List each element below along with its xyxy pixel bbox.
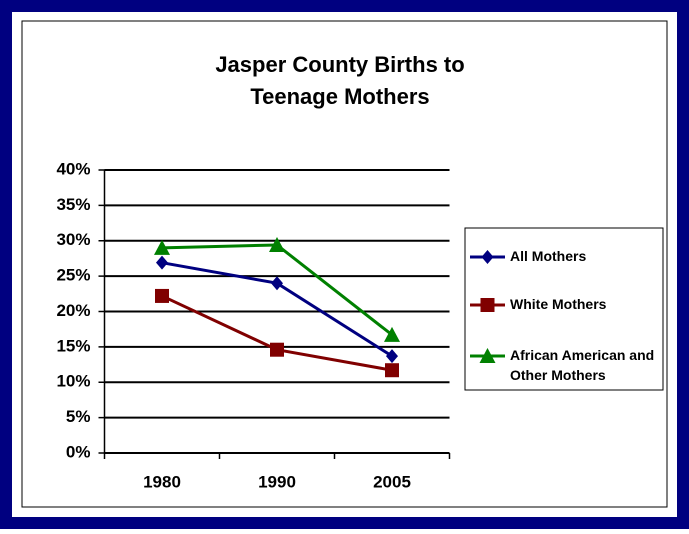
chart-title: Jasper County Births to Teenage Mothers <box>215 52 464 109</box>
y-tick-label: 20% <box>56 301 90 320</box>
marker <box>386 349 398 364</box>
marker <box>270 342 284 357</box>
legend-box <box>464 227 664 391</box>
y-tick-label: 25% <box>56 266 90 285</box>
y-tick-label: 0% <box>66 442 91 461</box>
legend-label: White Mothers <box>510 296 607 312</box>
x-tick-label: 1990 <box>258 472 296 491</box>
y-tick-label: 15% <box>56 336 90 355</box>
y-tick-label: 30% <box>56 230 90 249</box>
x-tick-label: 2005 <box>373 472 411 491</box>
y-tick-label: 10% <box>56 372 90 391</box>
legend-marker <box>479 348 496 363</box>
legend-label: All Mothers <box>510 248 586 264</box>
marker <box>155 288 169 303</box>
chart-border <box>21 20 668 508</box>
marker <box>154 239 170 255</box>
legend-marker <box>481 250 494 264</box>
marker <box>156 255 168 270</box>
y-tick-label: 35% <box>56 195 90 214</box>
x-tick-label: 1980 <box>143 472 181 491</box>
marker <box>269 236 285 252</box>
marker <box>271 276 283 291</box>
legend-label: African American and Other Mothers <box>510 347 654 383</box>
y-tick-label: 5% <box>66 407 91 426</box>
y-tick-label: 40% <box>56 159 90 178</box>
legend-marker <box>480 298 495 312</box>
marker <box>385 363 399 378</box>
marker <box>384 326 400 342</box>
